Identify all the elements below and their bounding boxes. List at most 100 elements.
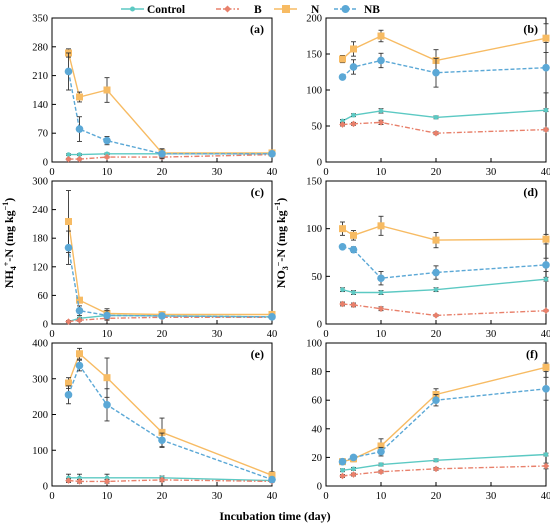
x-tick-label: 20	[157, 491, 168, 502]
data-point	[65, 155, 72, 163]
data-point	[432, 312, 440, 319]
x-tick-label: 40	[541, 167, 550, 178]
panel-a: 0 70 140 210 280 350 0 10 20 30 40 (a)	[32, 14, 277, 179]
series-n	[339, 23, 550, 72]
data-point	[64, 67, 73, 76]
x-tick-label: 0	[49, 167, 54, 178]
y-tick-label: 150	[306, 50, 322, 61]
y-tick-label: 0	[317, 482, 322, 493]
data-point	[340, 118, 345, 124]
y-tick-label: 0	[43, 158, 48, 169]
data-point	[77, 475, 82, 481]
series-b	[339, 462, 550, 480]
y-tick-label: 60	[38, 291, 49, 302]
x-tick-label: 10	[376, 167, 387, 178]
panel-f: 0 20 40 60 80 100 0 10 20 30 40 (f)	[306, 339, 550, 503]
data-point	[268, 149, 276, 158]
data-point	[76, 93, 83, 101]
data-point	[377, 447, 385, 456]
data-point	[339, 472, 346, 480]
data-point	[433, 287, 439, 292]
data-point	[158, 476, 166, 484]
data-point	[542, 63, 550, 72]
data-point	[268, 475, 276, 484]
legend: Control B N NB	[121, 4, 380, 16]
x-tick-label: 10	[102, 167, 113, 178]
data-point	[378, 462, 384, 467]
x-tick-label: 40	[267, 329, 278, 340]
y-tick-label: 400	[32, 339, 48, 350]
data-point	[542, 384, 550, 393]
data-point	[432, 68, 440, 77]
series-line-n	[342, 225, 547, 241]
data-point	[339, 300, 346, 308]
x-tick-label: 10	[102, 491, 113, 502]
data-point	[542, 126, 550, 133]
series-line-n	[342, 366, 547, 463]
series-nb	[64, 230, 276, 321]
data-point	[377, 32, 385, 40]
y-tick-label: 100	[306, 339, 322, 350]
data-point	[66, 152, 71, 157]
data-point	[377, 442, 385, 450]
panel-label: (c)	[251, 185, 264, 199]
data-point	[378, 108, 384, 114]
x-tick-label: 20	[157, 167, 168, 178]
series-line-nb	[342, 246, 547, 279]
legend-marker-control	[130, 6, 135, 12]
data-point	[542, 235, 550, 243]
y-tick-label: 20	[312, 453, 323, 464]
data-point	[543, 107, 549, 113]
data-point	[339, 225, 346, 233]
data-point	[432, 396, 440, 405]
legend-item-b: B	[216, 4, 262, 16]
y-tick-label: 0	[43, 482, 48, 493]
data-point	[268, 313, 276, 321]
series-line-nb	[67, 364, 273, 481]
series-control	[340, 276, 549, 295]
plot-frame	[325, 342, 547, 487]
y-tick-label: 0	[43, 320, 48, 331]
panel-label: (a)	[250, 22, 264, 36]
data-point	[542, 363, 550, 371]
x-tick-label: 30	[486, 329, 497, 340]
x-tick-label: 40	[541, 329, 550, 340]
series-line-control	[342, 109, 547, 122]
data-point	[76, 155, 83, 163]
y-tick-label: 60	[312, 396, 323, 407]
series-line-b	[342, 303, 547, 317]
data-point	[432, 465, 440, 473]
y-tick-label: 180	[32, 234, 48, 245]
data-point	[75, 361, 84, 370]
x-tick-label: 0	[323, 329, 328, 340]
x-axis-label: Incubation time (day)	[219, 509, 330, 523]
data-point	[158, 428, 166, 436]
series-control	[340, 107, 549, 124]
series-n	[339, 215, 550, 249]
series-line-nb	[342, 59, 547, 78]
y-tick-label: 70	[38, 129, 49, 140]
data-point	[351, 290, 356, 295]
legend-label-n: N	[311, 4, 320, 16]
data-point	[338, 457, 347, 466]
panel-label: (f)	[526, 347, 538, 361]
data-point	[103, 311, 111, 320]
legend-marker-nb	[341, 5, 350, 13]
data-point	[433, 115, 439, 120]
x-tick-label: 0	[49, 491, 54, 502]
data-point	[339, 121, 346, 128]
y-tick-label: 140	[32, 100, 48, 111]
data-point	[350, 120, 357, 128]
legend-item-n: N	[274, 4, 320, 16]
series-nb	[338, 376, 550, 466]
data-point	[377, 222, 385, 230]
data-point	[75, 306, 84, 315]
panel-c: 0 60 120 180 240 300 0 10 20 30 40 (c)	[32, 177, 277, 341]
x-tick-label: 20	[431, 329, 442, 340]
data-point	[542, 261, 550, 269]
y-tick-label: 150	[306, 177, 322, 188]
x-tick-label: 0	[323, 491, 328, 502]
series-n	[65, 347, 276, 480]
data-point	[350, 471, 357, 478]
